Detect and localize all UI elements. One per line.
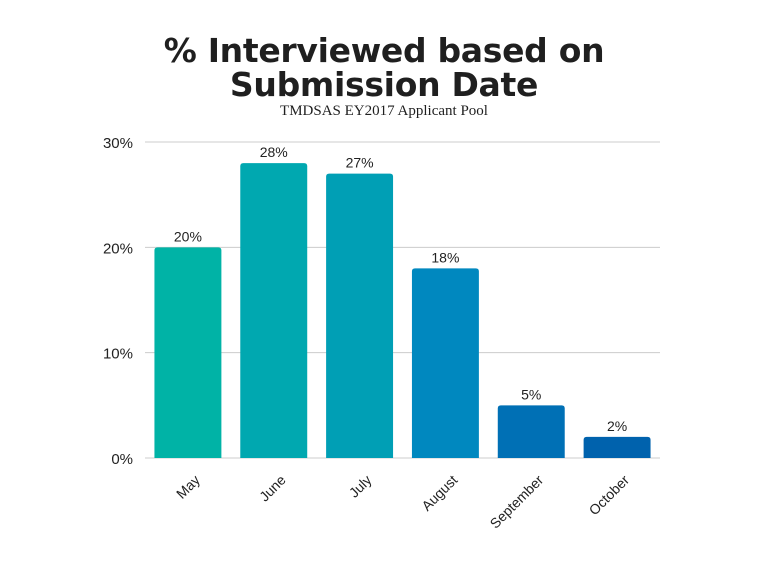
chart-subtitle: TMDSAS EY2017 Applicant Pool [280,103,488,119]
data-label: 20% [174,228,202,244]
bar-may [154,247,222,458]
x-tick-label: May [173,472,203,502]
x-tick-label: August [418,472,460,514]
chart-title-line-2: Submission Date [229,65,539,104]
data-label: 5% [521,386,541,402]
bar-october [583,436,651,458]
y-tick-label: 20% [103,240,133,257]
data-label: 27% [346,155,374,171]
x-tick-label: September [487,471,547,531]
chart-title-line-1: % Interviewed based on [163,31,605,70]
x-tick-label: October [586,472,633,519]
data-label: 2% [607,418,627,434]
bar-july [326,173,394,458]
bar-august [411,268,479,458]
data-label: 28% [260,144,288,160]
y-tick-label: 10% [103,346,133,363]
x-tick-label: June [256,472,289,505]
y-tick-label: 30% [103,135,133,152]
bar-june [240,163,308,459]
bar-september [497,405,565,458]
x-tick-label: July [346,472,375,501]
data-label: 18% [431,249,459,265]
y-tick-label: 0% [111,451,133,468]
